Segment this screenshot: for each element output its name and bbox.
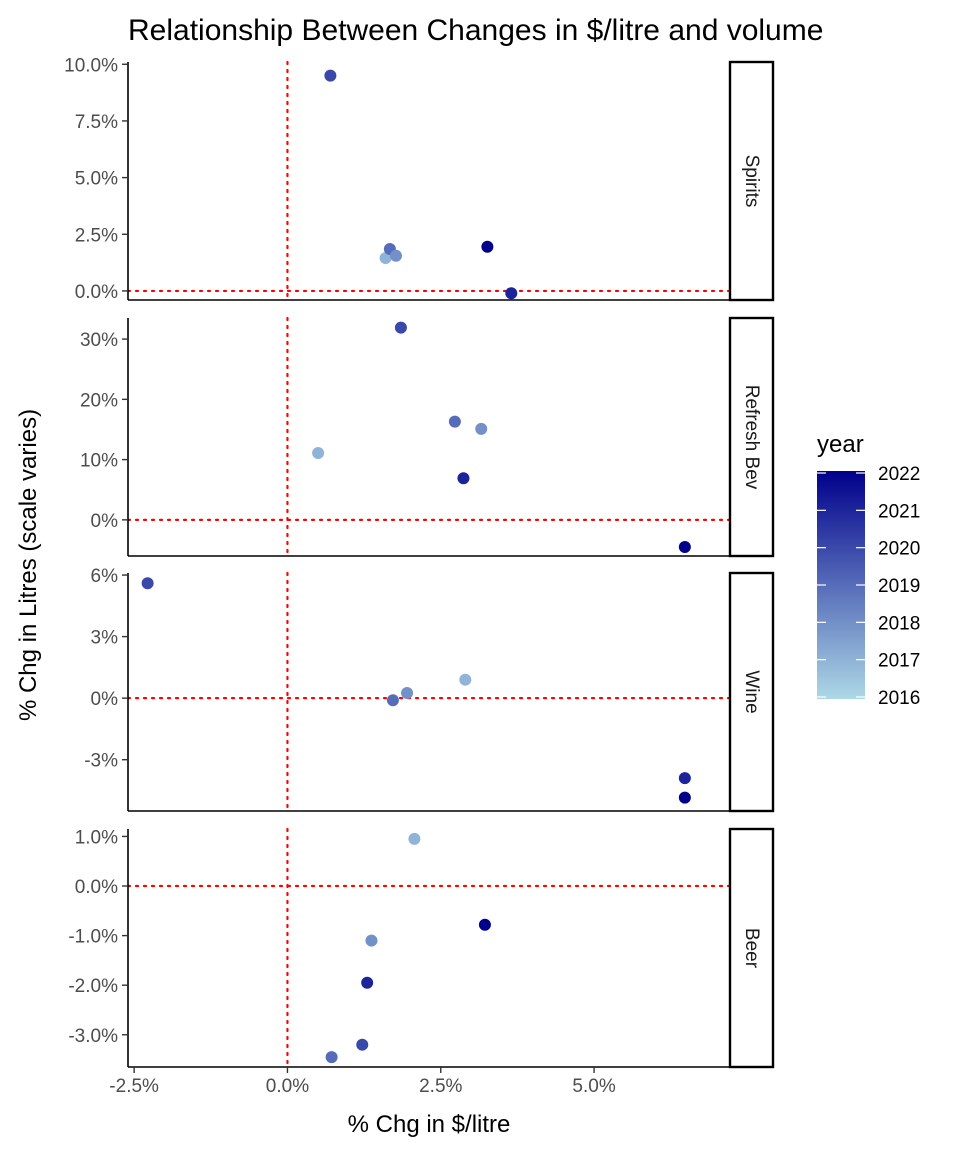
data-point (475, 422, 488, 435)
data-point (356, 1038, 369, 1051)
data-point (678, 791, 691, 804)
color-legend: year 2022 2021 2020 2019 2018 2017 2016 (817, 431, 920, 709)
legend-label: 2022 (878, 464, 920, 485)
data-point (324, 69, 337, 82)
y-tick-label: 7.5% (75, 112, 118, 133)
facet-strip-label: Spirits (741, 155, 762, 208)
data-point (365, 934, 378, 947)
y-tick-label: -2.0% (68, 976, 118, 997)
facet-wine: -3% 0% 3% 6% Wine (84, 566, 775, 813)
data-point (379, 252, 392, 265)
chart-title: Relationship Between Changes in $/litre … (128, 14, 823, 47)
y-tick-label: 10.0% (64, 55, 118, 76)
data-point (394, 321, 407, 334)
y-tick-label: 5.0% (75, 169, 118, 190)
data-point (478, 918, 491, 931)
legend-label: 2017 (878, 651, 920, 672)
facet-strip (728, 571, 775, 813)
data-point (325, 1051, 338, 1064)
legend-label: 2019 (878, 576, 920, 597)
y-tick-label: 10% (80, 451, 118, 472)
x-tick-label: 0.0% (266, 1076, 309, 1097)
data-point (457, 472, 470, 485)
facet-strip-label: Beer (741, 928, 762, 969)
data-point (141, 577, 154, 590)
y-tick-label: 0% (91, 689, 119, 710)
legend-title: year (817, 431, 864, 458)
facet-beer: -3.0% -2.0% -1.0% 0.0% 1.0% Beer (68, 827, 775, 1069)
legend-label: 2021 (878, 501, 920, 522)
x-axis-title: % Chg in $/litre (348, 1111, 511, 1138)
facet-strip (728, 827, 775, 1069)
facet-spirits: 0.0% 2.5% 5.0% 7.5% 10.0% Spirits (64, 55, 775, 303)
y-tick-label: 6% (91, 566, 119, 587)
y-tick-label: 0.0% (75, 282, 118, 303)
data-point (448, 415, 461, 428)
y-tick-label: -3% (84, 751, 118, 772)
data-point (459, 673, 472, 686)
data-point (481, 240, 494, 253)
legend-label: 2016 (878, 688, 920, 709)
y-tick-label: 0% (91, 511, 119, 532)
y-tick-label: 20% (80, 390, 118, 411)
y-tick-label: -1.0% (68, 927, 118, 948)
data-point (386, 694, 399, 707)
y-tick-label: 0.0% (75, 877, 118, 898)
facet-strip (728, 316, 775, 558)
data-point (678, 540, 691, 553)
x-axis: -2.5% 0.0% 2.5% 5.0% (109, 1067, 616, 1097)
facet-panels: 0.0% 2.5% 5.0% 7.5% 10.0% Spirits 0% 10% 20% 30% R… (64, 55, 775, 1069)
x-tick-label: -2.5% (109, 1076, 159, 1097)
data-point (361, 976, 374, 989)
data-point (505, 287, 518, 300)
data-point (408, 832, 421, 845)
y-tick-label: 1.0% (75, 827, 118, 848)
facet-strip-label: Wine (741, 670, 762, 713)
facet-refresh-bev: 0% 10% 20% 30% Refresh Bev (80, 316, 775, 558)
legend-label: 2020 (878, 539, 920, 560)
y-tick-label: 2.5% (75, 225, 118, 246)
x-tick-label: 5.0% (572, 1076, 615, 1097)
facet-strip-label: Refresh Bev (741, 385, 762, 490)
y-tick-label: 3% (91, 628, 119, 649)
data-point (678, 772, 691, 785)
data-point (389, 249, 402, 262)
data-point (312, 446, 325, 459)
y-tick-label: 30% (80, 330, 118, 351)
x-tick-label: 2.5% (419, 1076, 462, 1097)
y-tick-label: -3.0% (68, 1026, 118, 1047)
y-axis-title: % Chg in Litres (scale varies) (15, 409, 42, 721)
data-point (401, 687, 414, 700)
legend-label: 2018 (878, 613, 920, 634)
facet-strip (728, 60, 775, 302)
